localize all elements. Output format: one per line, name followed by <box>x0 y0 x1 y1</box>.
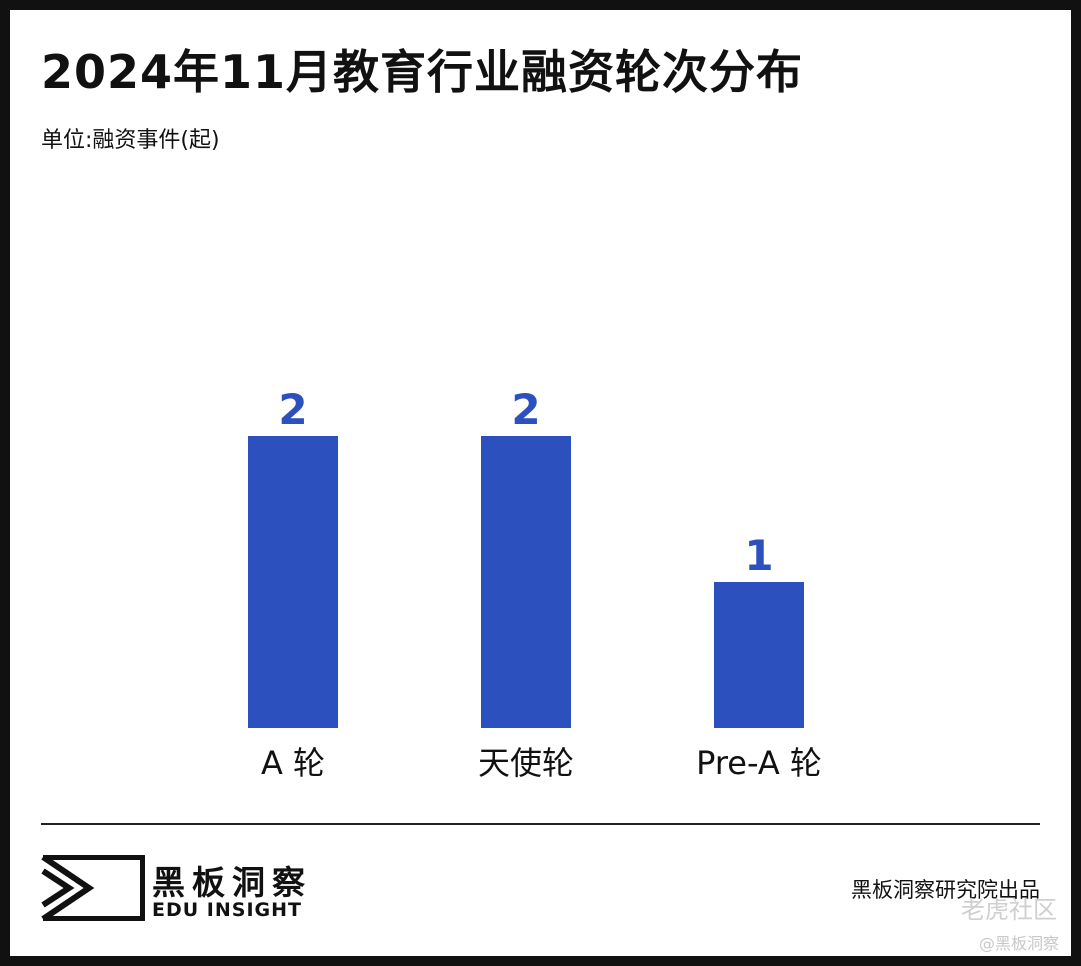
unit-label: 单位:融资事件(起) <box>41 128 220 153</box>
value-label-3: 1 <box>744 531 773 580</box>
bar-3 <box>714 582 804 728</box>
eye-frame-icon <box>41 855 145 921</box>
value-label-2: 2 <box>511 385 540 434</box>
category-label-3: Pre-A 轮 <box>696 744 822 782</box>
bar-1 <box>248 436 338 728</box>
bar-2 <box>481 436 571 728</box>
category-label-2: 天使轮 <box>478 744 574 782</box>
credit-text: 黑板洞察研究院出品 <box>851 878 1040 902</box>
footer-divider <box>41 823 1040 825</box>
chart-card: 2024年11月教育行业融资轮次分布 单位:融资事件(起) 2 A 轮 2 天使轮 1 P… <box>10 10 1071 956</box>
chart-title: 2024年11月教育行业融资轮次分布 <box>41 45 804 99</box>
watermark-secondary: @黑板洞察 <box>978 934 1059 953</box>
brand-name-en: EDU INSIGHT <box>152 899 302 921</box>
category-label-1: A 轮 <box>261 744 325 782</box>
value-label-1: 2 <box>278 385 307 434</box>
brand-name-cn: 黑板洞察 <box>152 863 312 902</box>
bar-chart: 2 A 轮 2 天使轮 1 Pre-A 轮 <box>248 385 822 782</box>
watermark-primary: 老虎社区 <box>961 896 1057 924</box>
